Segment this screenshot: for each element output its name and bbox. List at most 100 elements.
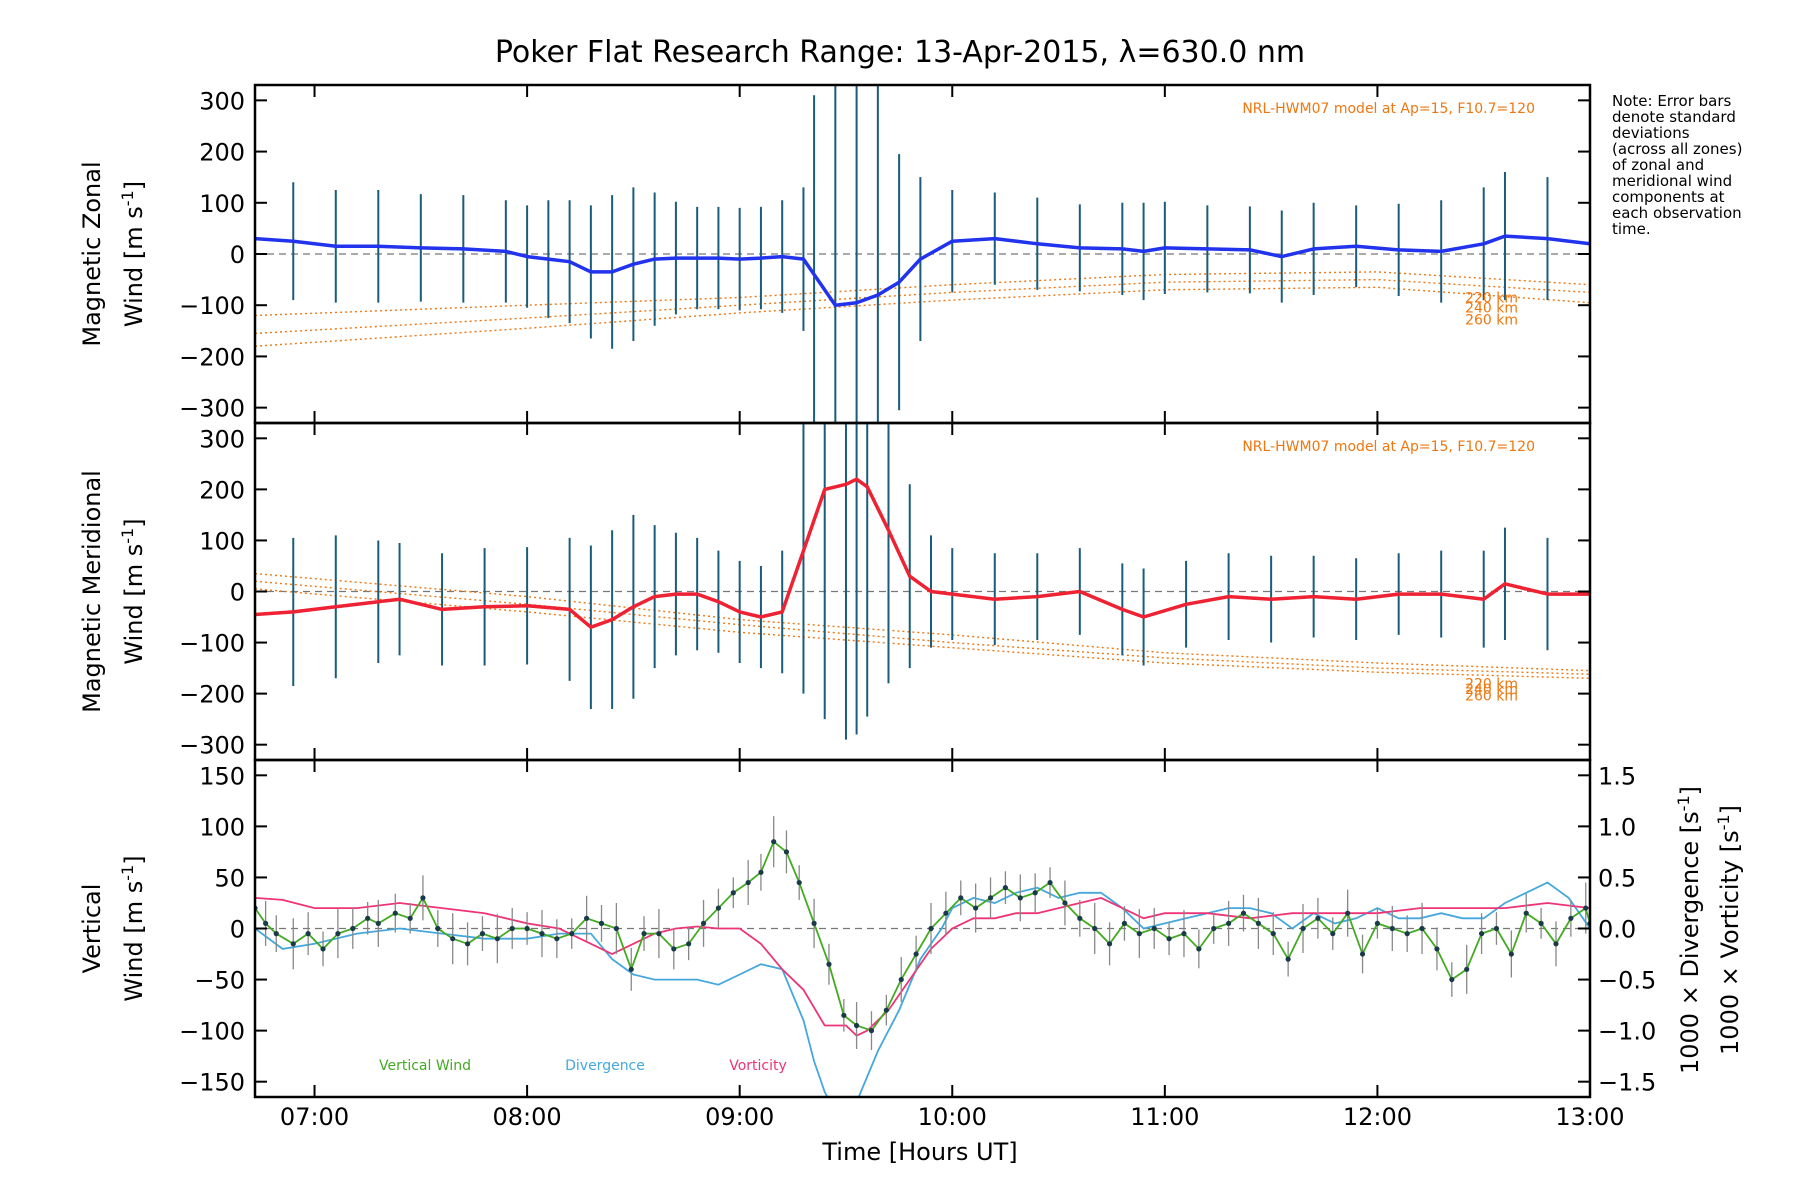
zonal-model-label: NRL-HWM07 model at Ap=15, F10.7=120	[1242, 101, 1535, 117]
vertical-wind-point	[464, 941, 471, 947]
vertical-wind-point	[771, 839, 777, 845]
zonal-model-height-label: 220 km	[1465, 291, 1518, 307]
vertical-wind-point	[671, 946, 677, 952]
vertical-wind-point	[1493, 925, 1500, 932]
vertical-wind-point	[584, 915, 590, 921]
meridional-y-tick-label: 0	[230, 579, 245, 607]
vertical-y-tick-label: 0	[230, 916, 245, 944]
vertical-wind-point	[811, 920, 817, 926]
note-line: time.	[1612, 220, 1651, 238]
zonal-y-tick-label: −300	[179, 395, 245, 423]
zonal-y-tick-label: 300	[199, 87, 245, 115]
vertical-wind-point	[305, 931, 311, 937]
vertical-wind-point	[868, 1028, 875, 1034]
legend-entry: Vorticity	[729, 1058, 787, 1074]
vertical-wind-point	[898, 976, 904, 983]
vertical-wind-point	[1508, 951, 1514, 957]
vorticity-axis-label: 1000 × Vorticity [s-1]	[1714, 805, 1745, 1055]
vertical-wind-point	[598, 920, 605, 926]
vertical-wind-point	[1345, 910, 1351, 916]
vertical-wind-point	[1002, 885, 1009, 891]
vertical-wind-point	[1464, 966, 1470, 972]
vertical-wind-point	[1062, 900, 1068, 906]
vertical-wind-point	[1553, 941, 1559, 947]
vertical-wind-point	[554, 936, 560, 942]
meridional-model-height-label: 240 km	[1465, 682, 1518, 698]
x-axis-label: Time [Hours UT]	[821, 1138, 1017, 1166]
legend-entry: Divergence	[565, 1058, 645, 1074]
vertical-wind-point	[1300, 925, 1306, 932]
vertical-y-tick-label: 150	[199, 762, 245, 790]
zonal-model-height-label: 240 km	[1465, 300, 1518, 316]
vertical-wind-point	[420, 895, 426, 901]
vertical-wind-point	[1017, 895, 1023, 901]
meridional-y-label-line1: Magnetic Meridional	[78, 470, 106, 713]
meridional-model-height-label: 220 km	[1465, 677, 1518, 693]
vertical-wind-point	[407, 915, 413, 921]
vertical-wind-point	[1568, 915, 1574, 921]
vertical-wind-point	[365, 915, 371, 921]
vertical-wind-point	[1092, 925, 1098, 932]
y2-tick-label: 1.0	[1598, 813, 1636, 841]
vertical-wind-point	[1404, 931, 1410, 937]
meridional-plot-area	[255, 423, 1590, 740]
vertical-wind-point	[450, 936, 456, 942]
vertical-wind-point	[1032, 890, 1038, 896]
vertical-wind-point	[783, 849, 790, 855]
vertical-wind-point	[273, 931, 279, 937]
y2-tick-label: 0.0	[1598, 916, 1636, 944]
vertical-wind-point	[1434, 946, 1440, 952]
vertical-y-tick-label: −150	[179, 1069, 245, 1097]
meridional-model-line	[255, 580, 1590, 675]
vertical-plot-area	[255, 816, 1590, 1097]
zonal-y-tick-label: −200	[179, 343, 245, 371]
vertical-wind-point	[1419, 925, 1425, 932]
meridional-y-tick-label: −300	[179, 732, 245, 760]
x-tick-label: 11:00	[1130, 1103, 1199, 1131]
vertical-wind-point	[375, 920, 381, 926]
vertical-wind-point	[854, 1022, 860, 1029]
vertical-wind-point	[1389, 925, 1395, 932]
note-line: of zonal and	[1612, 156, 1704, 174]
meridional-y-tick-label: −200	[179, 681, 245, 709]
zonal-y-label-line1: Magnetic Zonal	[78, 161, 106, 346]
meridional-y-tick-label: 200	[199, 476, 245, 504]
vertical-wind-point	[1330, 931, 1336, 937]
vertical-wind-point	[700, 920, 707, 926]
vertical-wind-point	[730, 890, 736, 896]
vertical-wind-point	[641, 931, 647, 937]
x-tick-label: 08:00	[493, 1103, 562, 1131]
meridional-model-line	[255, 588, 1590, 679]
vertical-wind-point	[656, 931, 662, 937]
vertical-wind-point	[350, 925, 356, 932]
vertical-wind-point	[569, 931, 575, 937]
meridional-wind-panel: NRL-HWM07 model at Ap=15, F10.7=120 220 k…	[78, 421, 1592, 762]
note-line: Note: Error bars	[1612, 92, 1732, 110]
vertical-wind-point	[263, 920, 269, 926]
vertical-wind-point	[1255, 920, 1261, 926]
vertical-wind-point	[1226, 920, 1232, 926]
vertical-wind-point	[290, 941, 296, 947]
vertical-wind-point	[1285, 956, 1291, 962]
zonal-y-tick-label: −100	[179, 292, 245, 320]
vertical-wind-point	[1523, 910, 1529, 916]
vertical-wind-panel: Vertical Wind Divergence Vorticity 1.5 1.0 0.…	[78, 758, 1745, 1099]
vertical-wind-point	[1047, 879, 1053, 886]
vertical-wind-point	[1166, 936, 1172, 942]
vertical-wind-point	[320, 946, 326, 952]
vertical-wind-point	[973, 905, 979, 911]
vertical-wind-point	[1196, 946, 1202, 952]
vertical-wind-point	[1270, 931, 1276, 937]
x-tick-label: 09:00	[705, 1103, 774, 1131]
meridional-y-tick-label: 300	[199, 425, 245, 453]
vertical-wind-point	[1478, 931, 1485, 937]
note-line: (across all zones)	[1612, 140, 1742, 158]
vertical-wind-point	[796, 879, 802, 886]
meridional-y-tick-label: 100	[199, 527, 245, 555]
x-tick-label: 07:00	[280, 1103, 349, 1131]
vertical-y-tick-label: −50	[194, 967, 245, 995]
y2-tick-label: −0.5	[1598, 967, 1656, 995]
vertical-wind-point	[479, 931, 486, 937]
